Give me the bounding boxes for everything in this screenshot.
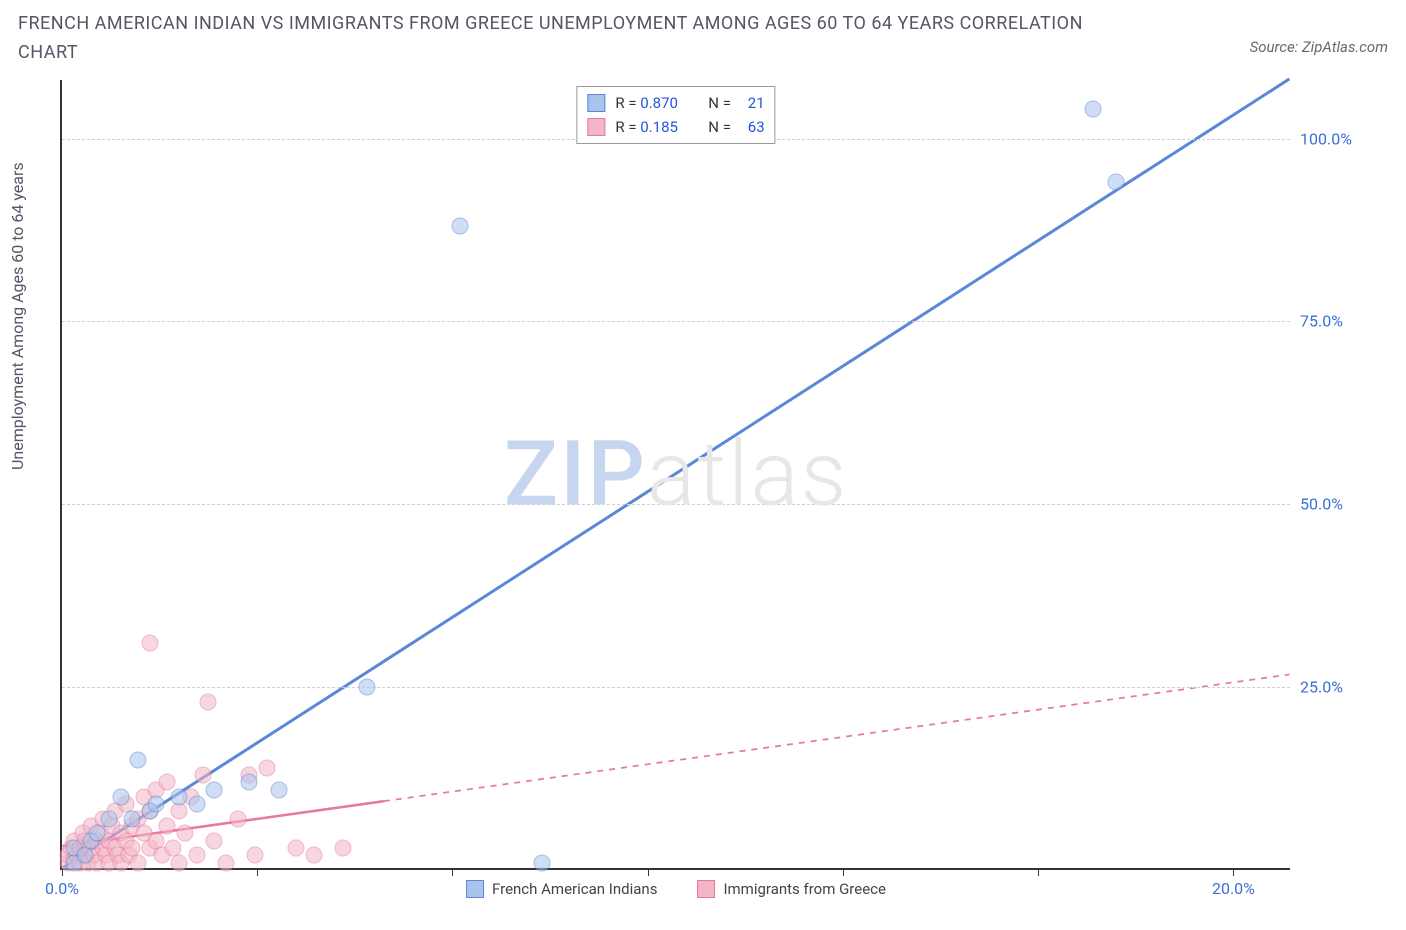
plot-area: ZIPatlas R = 0.870 N = 21 R = 0.185 N = … [60,80,1290,870]
gridline-h [62,687,1290,688]
data-point [1108,174,1125,191]
correlation-legend: R = 0.870 N = 21 R = 0.185 N = 63 [576,86,775,144]
data-point [89,825,106,842]
legend-row-series-1: R = 0.185 N = 63 [587,115,764,139]
gridline-h [62,504,1290,505]
data-point [130,854,147,871]
x-tick-label: 20.0% [1212,879,1255,898]
data-point [141,635,158,652]
legend-row-series-0: R = 0.870 N = 21 [587,91,764,115]
data-point [305,847,322,864]
y-axis-label: Unemployment Among Ages 60 to 64 years [8,162,27,470]
data-point [241,774,258,791]
data-point [171,788,188,805]
watermark-part2: atlas [647,422,848,527]
data-point [229,810,246,827]
data-point [171,854,188,871]
legend-item-0: French American Indians [466,880,657,898]
data-point [247,847,264,864]
gridline-h [62,321,1290,322]
legend-label-1: Immigrants from Greece [723,880,886,898]
data-point [188,796,205,813]
legend-swatch-0 [587,94,605,112]
data-point [288,840,305,857]
watermark-part1: ZIP [504,422,647,527]
x-tick [648,868,649,876]
trend-lines [62,80,1290,868]
legend-swatch-bottom-1 [697,880,715,898]
data-point [452,218,469,235]
y-tick-label: 75.0% [1300,312,1370,331]
data-point [188,847,205,864]
y-tick-label: 50.0% [1300,495,1370,514]
data-point [1084,101,1101,118]
chart-title: FRENCH AMERICAN INDIAN VS IMMIGRANTS FRO… [18,10,1118,68]
data-point [200,693,217,710]
data-point [534,854,551,871]
y-tick-label: 25.0% [1300,678,1370,697]
x-tick [452,868,453,876]
series-legend: French American Indians Immigrants from … [466,880,886,898]
x-tick [843,868,844,876]
x-tick [1233,868,1234,876]
data-point [171,803,188,820]
data-point [159,818,176,835]
legend-swatch-bottom-0 [466,880,484,898]
data-point [358,679,375,696]
source-attribution: Source: ZipAtlas.com [1250,38,1388,56]
data-point [112,788,129,805]
data-point [159,774,176,791]
x-tick [1038,868,1039,876]
legend-swatch-1 [587,118,605,136]
r-value-0: 0.870 [640,91,690,115]
data-point [77,847,94,864]
watermark: ZIPatlas [504,422,849,527]
legend-label-0: French American Indians [492,880,657,898]
data-point [206,832,223,849]
y-tick-label: 100.0% [1300,129,1370,148]
x-tick [257,868,258,876]
data-point [206,781,223,798]
n-value-0: 21 [735,91,765,115]
data-point [124,810,141,827]
legend-item-1: Immigrants from Greece [697,880,886,898]
data-point [100,810,117,827]
data-point [259,759,276,776]
x-tick-label: 0.0% [45,879,79,898]
r-value-1: 0.185 [640,115,690,139]
data-point [335,840,352,857]
data-point [147,796,164,813]
n-value-1: 63 [735,115,765,139]
data-point [130,752,147,769]
data-point [194,766,211,783]
data-point [177,825,194,842]
data-point [218,854,235,871]
data-point [270,781,287,798]
